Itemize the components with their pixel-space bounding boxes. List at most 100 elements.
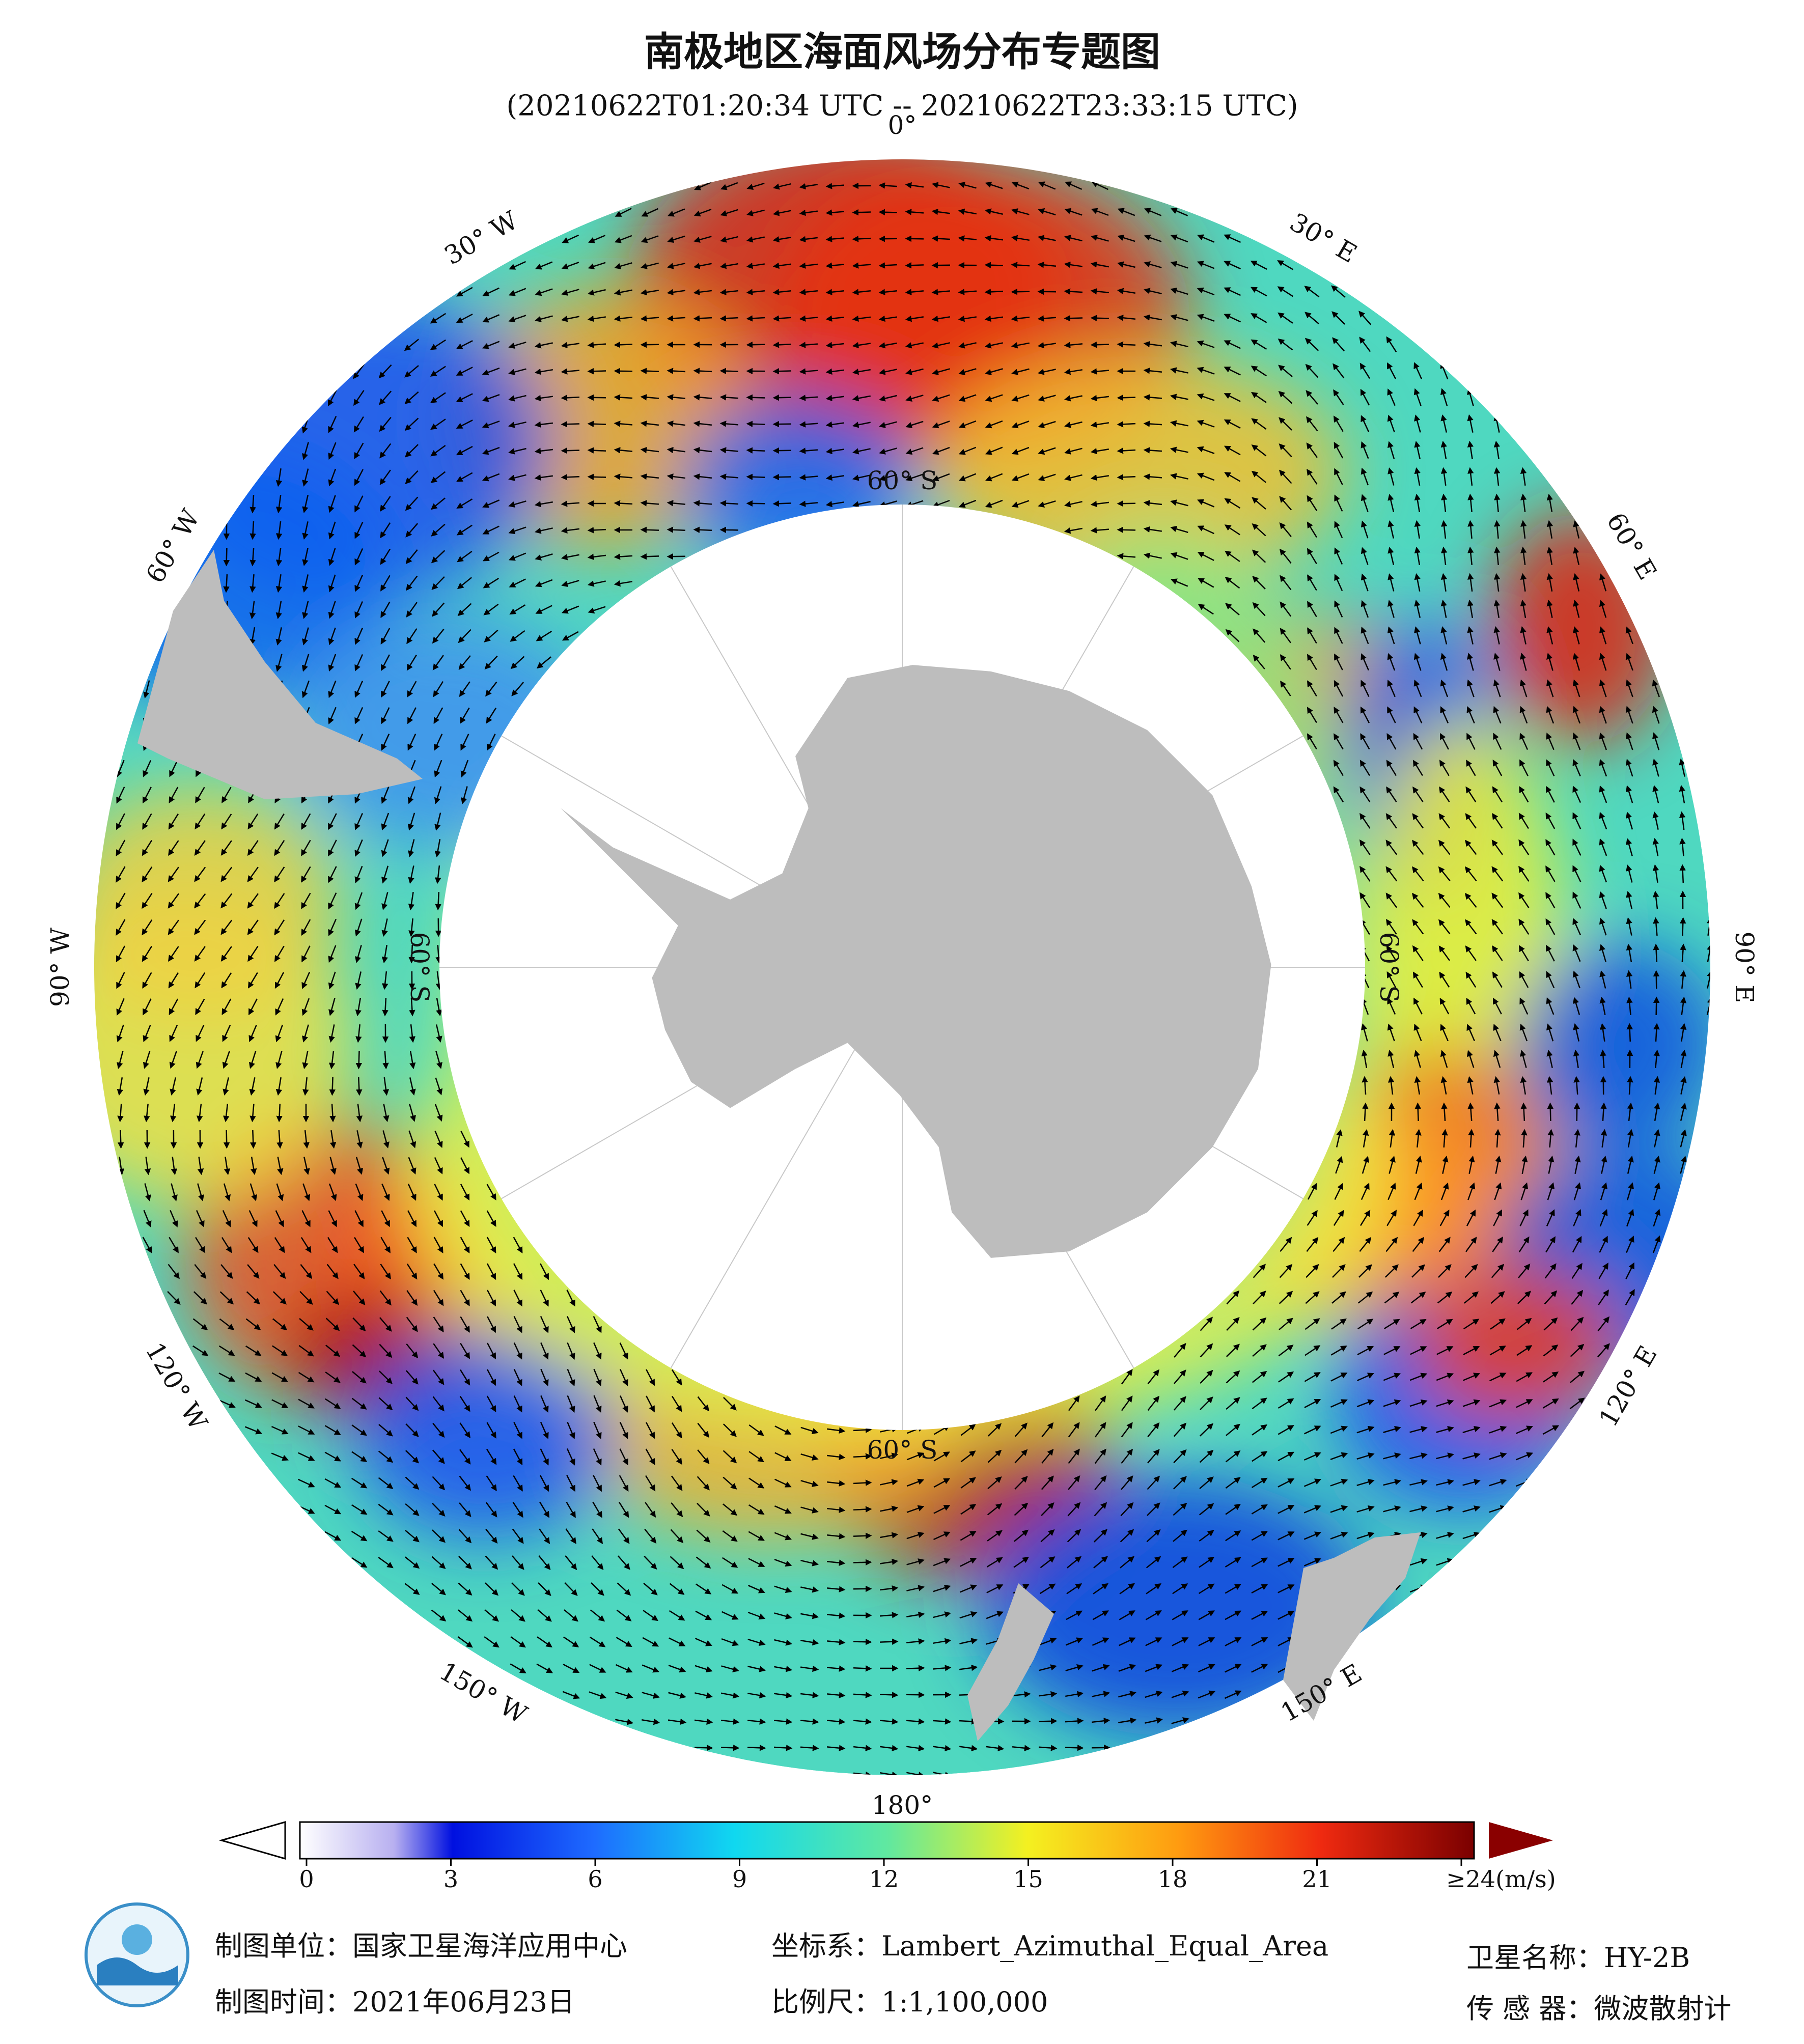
wind-arrow — [985, 473, 1003, 482]
wind-arrow — [1413, 653, 1422, 671]
wind-arrow — [482, 341, 500, 349]
wind-arrow — [825, 209, 845, 216]
wind-arrow — [483, 603, 499, 615]
wind-arrow — [1467, 599, 1474, 618]
wind-arrow — [1331, 311, 1345, 325]
wind-arrow — [1334, 707, 1344, 723]
wind-arrow — [1599, 653, 1607, 671]
wind-arrow — [1414, 599, 1421, 618]
footer-satellite: 卫星名称：HY-2B — [1466, 1942, 1690, 1974]
wind-arrow — [1251, 366, 1267, 377]
wind-arrow — [1038, 473, 1056, 482]
wind-arrow — [354, 574, 364, 592]
wind-arrow — [1625, 679, 1633, 697]
wind-arrow — [984, 208, 1003, 215]
wind-arrow — [719, 263, 738, 269]
wind-arrow — [746, 500, 765, 507]
wind-arrow — [482, 287, 499, 296]
wind-arrow — [1278, 312, 1293, 324]
wind-arrow — [1011, 235, 1030, 242]
wind-arrow — [772, 262, 792, 269]
wind-arrow — [719, 394, 739, 401]
wind-arrow — [379, 417, 392, 432]
wind-arrow — [1011, 181, 1030, 190]
wind-arrow — [561, 342, 580, 349]
wind-arrow — [1546, 520, 1553, 539]
wind-arrow — [535, 315, 553, 322]
wind-arrow — [1573, 546, 1580, 565]
wind-arrow — [117, 1130, 124, 1149]
wind-arrow — [1170, 341, 1188, 348]
wind-arrow — [852, 501, 871, 508]
wind-arrow — [720, 182, 738, 190]
wind-arrow — [853, 1506, 872, 1513]
wind-arrow — [1625, 626, 1633, 645]
wind-arrow — [457, 577, 473, 590]
wind-arrow — [958, 182, 977, 189]
wind-arrow — [1440, 546, 1448, 566]
wind-arrow — [1117, 315, 1136, 321]
wind-arrow — [1467, 440, 1474, 459]
wind-arrow — [1279, 443, 1292, 458]
footer-crs: 坐标系：Lambert_Azimuthal_Equal_Area — [771, 1930, 1328, 1962]
subtitle: (20210622T01:20:34 UTC -- 20210622T23:33… — [506, 90, 1298, 123]
wind-arrow — [354, 495, 364, 513]
wind-arrow — [720, 236, 738, 243]
wind-arrow — [1037, 262, 1057, 268]
wind-arrow — [667, 553, 686, 560]
wind-arrow — [747, 1745, 766, 1751]
wind-arrow — [1224, 472, 1241, 482]
wind-arrow — [301, 654, 310, 672]
wind-arrow — [931, 262, 951, 269]
wind-arrow — [1520, 546, 1527, 566]
wind-arrow — [746, 289, 765, 295]
wind-arrow — [905, 342, 924, 349]
wind-arrow — [1170, 446, 1188, 453]
wind-arrow — [1143, 447, 1162, 454]
wind-arrow — [1038, 208, 1056, 216]
wind-arrow — [640, 473, 659, 480]
wind-arrow — [1197, 234, 1215, 243]
wind-arrow — [1414, 573, 1421, 592]
wind-arrow — [1011, 342, 1030, 349]
wind-arrow — [1307, 521, 1317, 538]
wind-arrow — [984, 289, 1004, 295]
wind-arrow — [535, 288, 553, 296]
colorbar-tick-label: 12 — [869, 1865, 899, 1893]
wind-arrow — [1493, 573, 1501, 592]
wind-arrow — [1224, 234, 1241, 243]
wind-arrow — [249, 494, 256, 514]
colorbar-tick-label: 9 — [732, 1865, 747, 1893]
parallel-label: 60° S — [405, 932, 434, 1003]
speed-blob — [1410, 1267, 1619, 1423]
wind-arrow — [508, 421, 526, 428]
wind-arrow — [1143, 314, 1162, 321]
wind-arrow — [825, 289, 845, 295]
wind-arrow — [1307, 601, 1317, 618]
wind-arrow — [380, 522, 391, 539]
wind-arrow — [1387, 626, 1395, 645]
wind-arrow — [587, 553, 606, 561]
colorbar-tick-label: ≥24(m/s) — [1446, 1865, 1556, 1893]
wind-arrow — [1305, 338, 1319, 351]
wind-arrow — [405, 549, 418, 565]
wind-arrow — [1679, 864, 1686, 883]
wind-arrow — [1413, 388, 1422, 406]
wind-arrow — [404, 365, 419, 378]
wind-arrow — [1090, 447, 1109, 455]
wind-arrow — [1090, 288, 1109, 295]
wind-arrow — [1387, 706, 1396, 723]
wind-arrow — [958, 420, 977, 429]
wind-arrow — [144, 1130, 151, 1149]
wind-arrow — [1038, 181, 1056, 190]
wind-arrow — [1117, 474, 1136, 481]
wind-arrow — [456, 340, 473, 349]
wind-arrow — [614, 500, 633, 507]
wind-arrow — [984, 315, 1004, 322]
wind-arrow — [1252, 576, 1266, 590]
wind-arrow — [1280, 654, 1291, 670]
wind-arrow — [356, 1077, 363, 1096]
wind-arrow — [1170, 234, 1188, 243]
wind-arrow — [1225, 550, 1240, 562]
wind-arrow — [614, 262, 632, 269]
